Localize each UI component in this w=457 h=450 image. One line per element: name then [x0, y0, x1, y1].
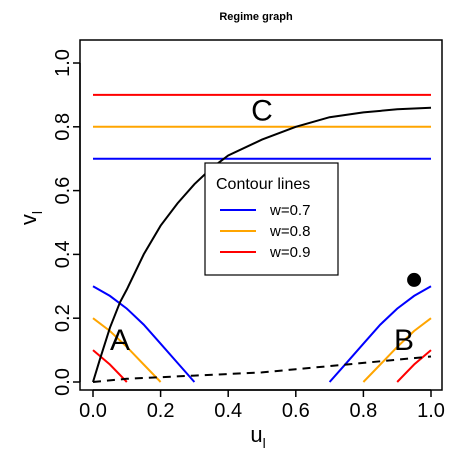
- x-tick-label: 0.4: [214, 400, 242, 422]
- legend-box: [204, 162, 339, 276]
- axes: 0.0 0.2 0.4 0.6 0.8 1.0 0.0 0.2 0.4 0.6 0.8 1.0 ul vl: [16, 49, 445, 450]
- contour-right-arc-w=0.9: [396, 349, 432, 383]
- contour-right-arc-w=0.7: [328, 285, 432, 383]
- legend-label-w=0.9: w=0.9: [269, 244, 310, 261]
- legend-title: Contour lines: [216, 176, 310, 193]
- x-tick-label: 0.8: [349, 400, 377, 422]
- marker-point: [407, 272, 422, 287]
- region-label-A: A: [110, 324, 130, 357]
- y-axis-label: vl: [16, 211, 45, 225]
- legend-label-w=0.7: w=0.7: [269, 202, 310, 219]
- x-tick-label: 0.6: [282, 400, 310, 422]
- plot-content: A B C: [92, 93, 432, 383]
- boundary-curve: [92, 106, 432, 383]
- y-tick-label: 0.4: [52, 240, 74, 268]
- x-axis-label: ul: [250, 422, 265, 450]
- dashed-boundary-curve: [92, 355, 432, 383]
- y-axis-label-sub: l: [29, 211, 45, 214]
- contour-right-arc-w=0.8: [362, 317, 432, 383]
- x-tick-label: 1.0: [417, 400, 445, 422]
- contour-left-arc-w=0.7: [92, 285, 196, 383]
- contour-left-arc-w=0.9: [92, 349, 128, 383]
- contour-left-arc-w=0.8: [92, 317, 162, 383]
- y-tick-label: 0.2: [52, 304, 74, 332]
- y-tick-label: 0.6: [52, 177, 74, 205]
- x-tick-label: 0.2: [147, 400, 175, 422]
- x-axis-label-sub: l: [263, 435, 266, 450]
- chart-title: Regime graph: [219, 11, 293, 23]
- region-label-C: C: [251, 94, 273, 127]
- y-tick-label: 0.8: [52, 113, 74, 141]
- legend-label-w=0.8: w=0.8: [269, 223, 310, 240]
- y-tick-label: 0.0: [52, 368, 74, 396]
- x-tick-label: 0.0: [79, 400, 107, 422]
- region-label-B: B: [394, 324, 414, 357]
- legend: Contour lines w=0.7 w=0.8 w=0.9: [204, 162, 339, 276]
- y-tick-label: 1.0: [52, 49, 74, 77]
